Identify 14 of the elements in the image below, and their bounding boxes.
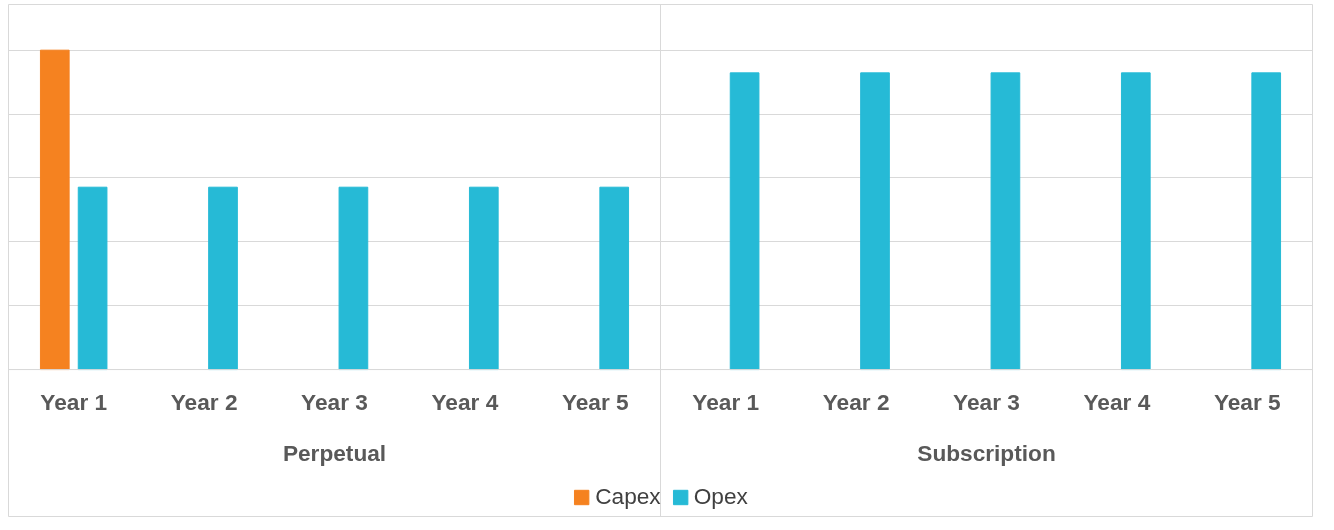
x-tick-label: Year 2: [170, 388, 238, 415]
x-tick-label: Year 1: [40, 388, 108, 415]
x-tick-label: Year 2: [822, 388, 890, 415]
x-tick-label: Year 3: [953, 388, 1020, 415]
legend-label: Capex: [595, 483, 661, 510]
x-tick-label: Year 5: [1213, 388, 1281, 415]
x-tick-label: Year 4: [1083, 388, 1151, 415]
x-tick-label: Year 5: [561, 388, 629, 415]
text: Perpetual: [282, 439, 387, 466]
x-tick-label: Year 4: [431, 388, 499, 415]
x-tick-label: Year 3: [301, 388, 368, 415]
x-tick-label: Year 1: [692, 388, 760, 415]
text: Subscription: [917, 439, 1056, 466]
legend-label: Opex: [693, 483, 748, 510]
